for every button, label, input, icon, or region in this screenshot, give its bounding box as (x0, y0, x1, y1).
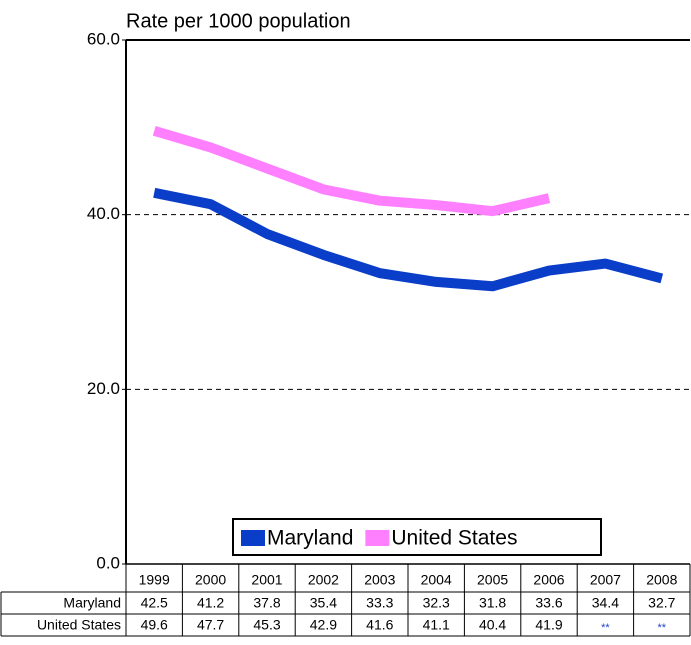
table-value: 41.1 (423, 617, 450, 633)
table-value: 47.7 (197, 617, 224, 633)
table-year: 2008 (646, 572, 677, 588)
table-missing: ** (658, 622, 667, 634)
table-year: 2007 (590, 572, 621, 588)
legend-swatch (365, 530, 390, 546)
table-missing: ** (601, 622, 610, 634)
table-year: 2004 (421, 572, 452, 588)
table-value: 41.6 (366, 617, 393, 633)
legend-swatch (241, 530, 265, 546)
table-value: 35.4 (310, 595, 337, 611)
table-value: 41.2 (197, 595, 224, 611)
legend-label: United States (391, 527, 517, 550)
y-tick-label: 60.0 (87, 29, 120, 48)
table-row-label: Maryland (63, 595, 121, 611)
table-value: 45.3 (253, 617, 280, 633)
table-value: 32.3 (423, 595, 450, 611)
table-value: 41.9 (535, 617, 562, 633)
table-year: 2001 (251, 572, 282, 588)
table-row-label: United States (37, 617, 121, 633)
y-axis-label: Rate per 1000 population (126, 10, 351, 32)
table-year: 2002 (308, 572, 339, 588)
table-year: 1999 (139, 572, 170, 588)
table-year: 2003 (364, 572, 395, 588)
legend-label: Maryland (267, 527, 353, 550)
y-tick-label: 0.0 (96, 553, 120, 572)
legend-box (232, 518, 602, 556)
table-value: 42.9 (310, 617, 337, 633)
table-year: 2006 (533, 572, 564, 588)
table-year: 2005 (477, 572, 508, 588)
table-value: 42.5 (141, 595, 168, 611)
series-line (153, 187, 664, 292)
series-line (152, 126, 551, 217)
y-tick-label: 20.0 (87, 379, 120, 398)
table-value: 33.6 (535, 595, 562, 611)
y-tick-label: 40.0 (87, 204, 120, 223)
table-year: 2000 (195, 572, 226, 588)
table-value: 32.7 (648, 595, 675, 611)
table-value: 40.4 (479, 617, 506, 633)
table-value: 33.3 (366, 595, 393, 611)
table-value: 34.4 (592, 595, 619, 611)
table-value: 31.8 (479, 595, 506, 611)
table-value: 49.6 (141, 617, 168, 633)
table-value: 37.8 (253, 595, 280, 611)
